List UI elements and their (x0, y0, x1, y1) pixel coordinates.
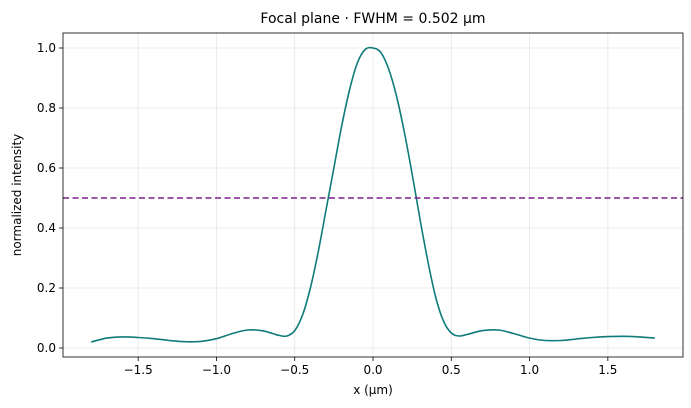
x-tick-label: −0.5 (280, 363, 309, 377)
x-tick-label: −1.5 (124, 363, 153, 377)
x-axis-label: x (µm) (353, 383, 393, 397)
x-tick-label: 1.0 (520, 363, 539, 377)
x-tick-label: 1.5 (598, 363, 617, 377)
y-tick-label: 0.2 (37, 281, 56, 295)
x-tick-label: −1.0 (202, 363, 231, 377)
grid-lines (63, 33, 683, 357)
y-tick-label: 1.0 (37, 41, 56, 55)
x-tick-label: 0.5 (442, 363, 461, 377)
x-tick-label: 0.0 (363, 363, 382, 377)
ticks: −1.5 −1.0 −0.5 0.0 0.5 1.0 1.5 0.0 0.2 0.4 0.6 0.8 1… (37, 41, 617, 377)
y-tick-label: 0.0 (37, 341, 56, 355)
y-tick-label: 0.6 (37, 161, 56, 175)
y-tick-label: 0.4 (37, 221, 56, 235)
y-axis-label: normalized intensity (10, 134, 24, 257)
y-tick-label: 0.8 (37, 101, 56, 115)
series-layer (63, 46, 683, 343)
intensity-profile-line (90, 46, 655, 343)
chart-title: Focal plane · FWHM = 0.502 µm (260, 11, 485, 27)
